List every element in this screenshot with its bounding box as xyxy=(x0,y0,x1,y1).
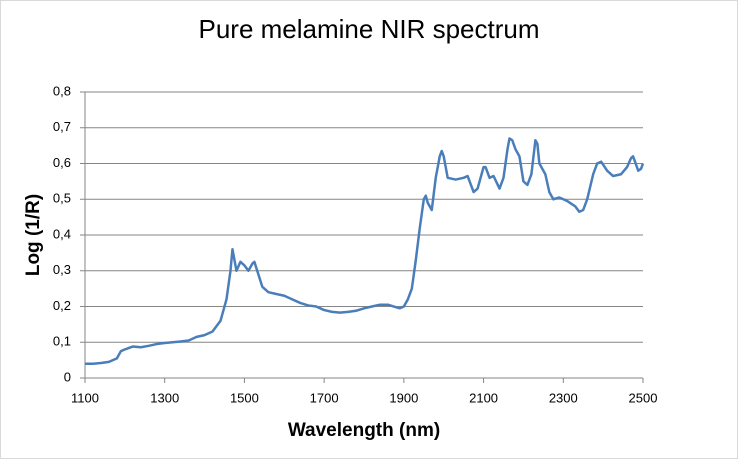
y-tick-label: 0,5 xyxy=(53,191,71,206)
y-tick-label: 0,4 xyxy=(53,226,71,241)
x-tick-label: 1100 xyxy=(71,390,99,405)
x-tick-label: 1900 xyxy=(389,390,418,405)
x-tick-label: 1300 xyxy=(150,390,179,405)
x-tick-label: 1700 xyxy=(310,390,339,405)
chart-title: Pure melamine NIR spectrum xyxy=(199,14,540,44)
y-tick-label: 0,3 xyxy=(53,262,71,277)
x-tick-label: 1500 xyxy=(230,390,259,405)
y-tick-label: 0,2 xyxy=(53,298,71,313)
y-tick-label: 0,6 xyxy=(53,155,71,170)
x-tick-label: 2500 xyxy=(629,390,658,405)
y-tick-label: 0,1 xyxy=(53,334,71,349)
y-tick-label: 0 xyxy=(64,369,71,384)
x-tick-label: 2300 xyxy=(549,390,578,405)
y-tick-label: 0,8 xyxy=(53,83,71,98)
y-tick-label: 0,7 xyxy=(53,119,71,134)
y-axis-title: Log (1/R) xyxy=(23,194,44,276)
data-line xyxy=(85,137,645,365)
x-tick-label: 2100 xyxy=(469,390,498,405)
x-axis-title: Wavelength (nm) xyxy=(288,420,440,441)
